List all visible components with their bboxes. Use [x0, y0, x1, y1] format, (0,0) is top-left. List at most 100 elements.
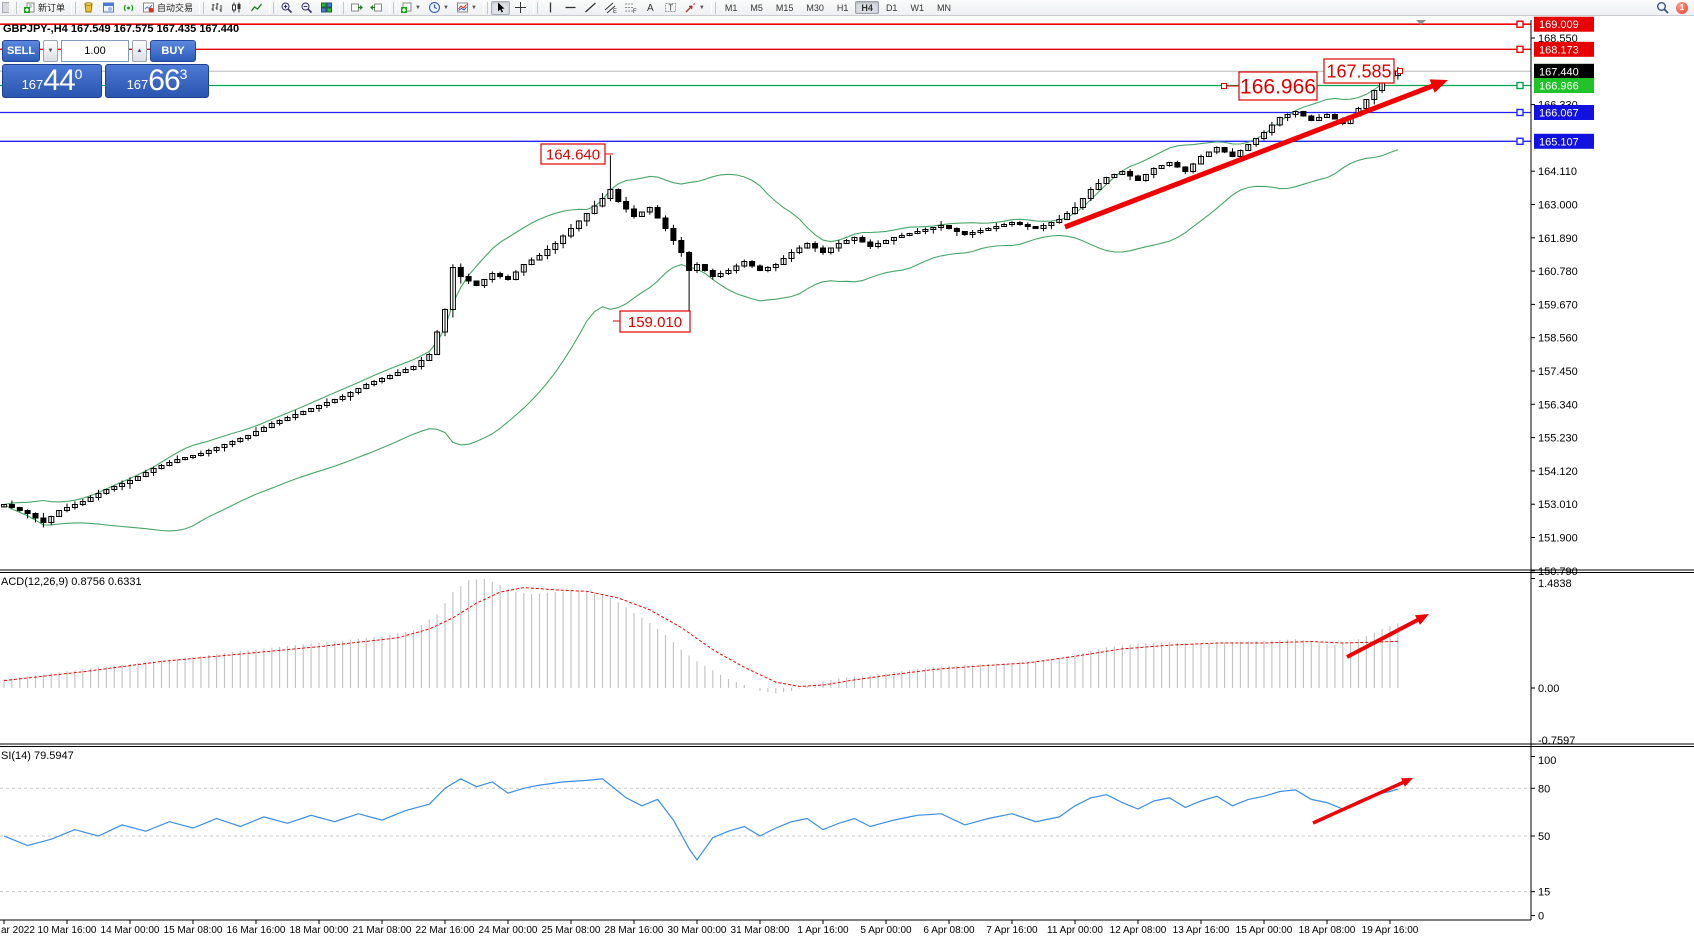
- price-badge: [1534, 63, 1594, 79]
- template-icon: [456, 2, 468, 13]
- macd-pane: [3, 578, 1429, 694]
- bollinger-bands[interactable]: [3, 73, 1399, 532]
- sell-price[interactable]: 167 44 0: [2, 64, 102, 98]
- tile-windows-icon: [321, 2, 333, 13]
- trend-arrow-head[interactable]: [1401, 778, 1413, 787]
- horizontal-line-icon: [565, 6, 576, 9]
- candle-chart-button[interactable]: [227, 1, 246, 15]
- volume-decrease-button[interactable]: ▼: [43, 40, 58, 62]
- trend-arrow-head[interactable]: [1414, 614, 1429, 625]
- cursor-tool-button[interactable]: [490, 0, 510, 15]
- time-tick-label: 14 Mar 00:00: [101, 925, 160, 936]
- line-handle[interactable]: [1516, 81, 1524, 90]
- timeframe-button-H1[interactable]: H1: [836, 2, 849, 13]
- template-button[interactable]: ▼: [453, 1, 480, 15]
- callout-box[interactable]: [540, 143, 606, 165]
- bollinger-lower-band[interactable]: [3, 149, 1399, 532]
- notification-badge[interactable]: 1: [1676, 1, 1688, 14]
- price-tick-label: 155.230: [1538, 433, 1578, 445]
- time-axis[interactable]: ar 2022 10 Mar 16:00 14 Mar 00:00 15 Mar 08…: [1, 920, 1419, 936]
- text-tool-button[interactable]: A: [641, 1, 660, 15]
- market-watch-button[interactable]: [99, 1, 118, 15]
- pane-separators[interactable]: [0, 569, 1694, 747]
- rsi-tick-label: 100: [1538, 755, 1556, 767]
- line-handle[interactable]: [1516, 20, 1524, 28]
- price-tick-label: 161.890: [1538, 233, 1578, 245]
- line-handle[interactable]: [1516, 108, 1524, 117]
- timeframe-button-M5[interactable]: M5: [750, 2, 763, 13]
- chart-shift-marker[interactable]: [1416, 20, 1426, 25]
- buy-price-sup: 3: [179, 66, 188, 82]
- trend-arrow-head[interactable]: [1429, 79, 1448, 93]
- timeframe-button-W1[interactable]: W1: [910, 2, 924, 13]
- toolbar-separator: [71, 1, 77, 14]
- autotrading-button[interactable]: 自动交易: [139, 1, 196, 15]
- candle-wicks: [3, 67, 1399, 528]
- line-handle[interactable]: [1516, 45, 1524, 54]
- buy-price-big: 66: [148, 64, 180, 97]
- time-tick-label: 18 Apr 08:00: [1299, 925, 1356, 936]
- search-icon[interactable]: [1656, 1, 1670, 15]
- auto-scroll-button[interactable]: [347, 1, 366, 15]
- time-tick-label: 24 Mar 00:00: [479, 925, 538, 936]
- callout-box[interactable]: [619, 310, 691, 333]
- crosshair-tool-button[interactable]: [511, 1, 530, 15]
- trendline-tool-button[interactable]: [581, 1, 600, 15]
- svg-text:A: A: [647, 3, 654, 14]
- timeframe-button-M30[interactable]: M30: [806, 2, 824, 13]
- bar-chart-button[interactable]: [207, 1, 226, 15]
- volume-input[interactable]: [61, 40, 129, 62]
- line-chart-button[interactable]: [247, 1, 266, 15]
- clipped-toolbar-icon[interactable]: [2, 2, 9, 13]
- styles-button[interactable]: [79, 1, 98, 15]
- buy-button[interactable]: BUY: [150, 40, 196, 62]
- toolbar-separator: [12, 1, 17, 14]
- new-chart-button[interactable]: ▼: [397, 1, 424, 15]
- price-callouts[interactable]: 164.640 159.010 166.966 167.585: [540, 58, 1403, 333]
- price-lines[interactable]: [0, 20, 1531, 145]
- volume-increase-button[interactable]: ▲: [132, 40, 147, 62]
- timeframe-button-MN[interactable]: MN: [936, 2, 951, 13]
- timeframe-button-M15[interactable]: M15: [775, 2, 794, 13]
- time-tick-label: 12 Apr 08:00: [1110, 925, 1167, 936]
- price-badge-label: 169.009: [1539, 19, 1579, 31]
- fibonacci-tool-button[interactable]: F: [621, 1, 640, 15]
- buy-price[interactable]: 167 66 3: [105, 64, 209, 98]
- chart-title: GBPJPY-,H4 167.549 167.575 167.435 167.4…: [3, 23, 240, 35]
- rsi-pane: [0, 778, 1531, 893]
- callout-text: 159.010: [628, 314, 682, 331]
- trend-arrow-line[interactable]: [1312, 779, 1408, 825]
- callout-text: 166.966: [1240, 76, 1316, 99]
- arrows-tool-button[interactable]: ▼: [681, 1, 708, 15]
- timeframe-button-D1[interactable]: D1: [885, 2, 898, 13]
- bollinger-upper-band[interactable]: [3, 73, 1399, 506]
- zoom-in-icon: [281, 2, 293, 14]
- line-handle[interactable]: [1516, 137, 1524, 145]
- zoom-in-button[interactable]: [277, 1, 296, 15]
- timeframe-button-H4[interactable]: H4: [855, 1, 879, 14]
- timeframe-button-M1[interactable]: M1: [724, 2, 738, 13]
- callout-box[interactable]: [1238, 71, 1318, 101]
- chevron-down-icon: ▼: [442, 4, 449, 11]
- channel-tool-button[interactable]: E: [601, 1, 620, 15]
- zoom-out-icon: [301, 2, 313, 14]
- price-badge: [1534, 104, 1594, 120]
- trendline-icon: [584, 2, 596, 13]
- vertical-line-tool-button[interactable]: [541, 1, 560, 15]
- horizontal-line-tool-button[interactable]: [561, 1, 580, 15]
- rsi-tick-label: 50: [1538, 831, 1550, 843]
- signals-button[interactable]: [119, 1, 138, 15]
- text-label-tool-button[interactable]: T: [661, 1, 680, 15]
- price-axis[interactable]: 168.550166.330164.110163.000161.890160.7…: [0, 16, 1594, 923]
- trend-arrow-line[interactable]: [1064, 81, 1440, 230]
- chart-shift-button[interactable]: [367, 1, 386, 15]
- sell-button[interactable]: SELL: [2, 40, 40, 62]
- callout-box[interactable]: [1323, 58, 1395, 84]
- zoom-out-button[interactable]: [297, 1, 316, 15]
- trend-arrow-line[interactable]: [1346, 615, 1424, 659]
- tile-windows-button[interactable]: [317, 1, 336, 15]
- period-button[interactable]: ▼: [425, 1, 452, 15]
- new-order-button[interactable]: 新订单: [20, 1, 68, 15]
- signal-icon: [123, 4, 134, 12]
